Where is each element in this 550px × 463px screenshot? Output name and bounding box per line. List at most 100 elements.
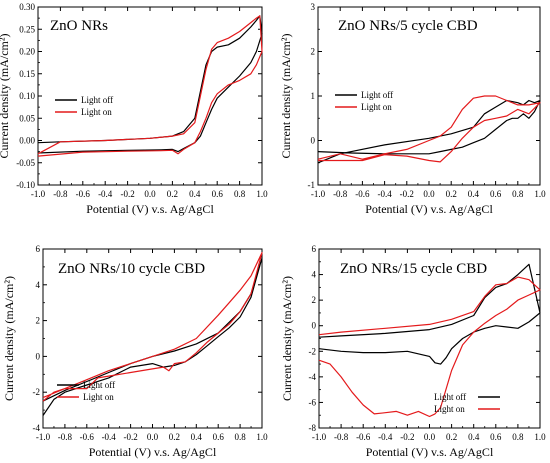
legend-label: Light on bbox=[361, 102, 392, 112]
y-tick-label: -0.05 bbox=[16, 158, 35, 168]
y-tick-label: 2 bbox=[311, 47, 316, 57]
y-tick-label: 0.20 bbox=[19, 47, 35, 57]
chart-title: ZnO NRs/15 cycle CBD bbox=[340, 261, 487, 277]
x-tick-label: 1.0 bbox=[256, 189, 268, 199]
legend-label: Light on bbox=[83, 392, 114, 402]
x-tick-label: -0.6 bbox=[355, 189, 370, 199]
chart-panel-4: -1.0 -0.8 -0.6 -0.4 -0.2 0.0 0.2 0.4 0.6 0.8 1.0 -8… bbox=[280, 244, 546, 459]
y-tick-label: -0.10 bbox=[16, 180, 35, 190]
y-tick-label: 4 bbox=[36, 280, 41, 290]
legend: Light off Light on bbox=[55, 95, 113, 117]
y-axis-label: Current density (mA/cm²) bbox=[280, 276, 294, 401]
x-tick-label: 0.4 bbox=[189, 189, 201, 199]
y-axis-label: Current density (mA/cm²) bbox=[279, 34, 293, 159]
x-tick-label: 0.0 bbox=[424, 432, 436, 442]
series-line-light-on bbox=[37, 15, 263, 157]
y-tick-label: 0.05 bbox=[19, 113, 35, 123]
y-tick-label: 1 bbox=[311, 91, 316, 101]
y-tick-label: 6 bbox=[36, 244, 41, 254]
x-tick-label: 0.2 bbox=[169, 432, 180, 442]
x-tick-label: 0.2 bbox=[446, 432, 457, 442]
legend: Light off Light on bbox=[57, 380, 115, 402]
x-tick-label: -0.2 bbox=[120, 189, 134, 199]
y-tick-label: -2 bbox=[309, 346, 317, 356]
y-tick-label: 4 bbox=[312, 270, 317, 280]
x-tick-label: -0.8 bbox=[333, 189, 348, 199]
x-tick-label: -1.0 bbox=[312, 432, 327, 442]
x-tick-label: -1.0 bbox=[31, 189, 46, 199]
x-tick-label: 0.8 bbox=[234, 189, 246, 199]
chart-title: ZnO NRs bbox=[50, 18, 108, 34]
y-tick-label: 0.25 bbox=[19, 24, 35, 34]
x-tick-label: 0.6 bbox=[490, 432, 502, 442]
x-tick-label: -0.4 bbox=[102, 432, 117, 442]
x-tick-label: -0.6 bbox=[80, 432, 95, 442]
series-line-light-on bbox=[317, 95, 541, 163]
legend-label: Light on bbox=[434, 404, 465, 414]
series-line-light-on bbox=[318, 276, 541, 418]
x-tick-label: -0.4 bbox=[98, 189, 113, 199]
legend: Light off Light on bbox=[335, 90, 393, 112]
x-tick-label: 1.0 bbox=[534, 432, 546, 442]
y-tick-label: -1 bbox=[308, 180, 316, 190]
legend-label: Light on bbox=[81, 107, 112, 117]
legend-label: Light off bbox=[361, 90, 393, 100]
x-tick-label: 0.6 bbox=[212, 189, 224, 199]
x-tick-label: 0.8 bbox=[512, 432, 524, 442]
x-axis-label: Potential (V) v.s. Ag/AgCl bbox=[86, 202, 214, 216]
x-tick-label: 0.2 bbox=[446, 189, 457, 199]
y-tick-label: 0.00 bbox=[19, 136, 35, 146]
y-tick-label: -4 bbox=[309, 372, 317, 382]
x-tick-label: -0.8 bbox=[53, 189, 68, 199]
y-axis-label: Current density (mA/cm²) bbox=[0, 34, 11, 159]
y-tick-label: 0 bbox=[36, 351, 41, 361]
chart-title: ZnO NRs/5 cycle CBD bbox=[338, 18, 478, 34]
legend-label: Light off bbox=[434, 392, 466, 402]
x-axis-label: Potential (V) v.s. Ag/AgCl bbox=[366, 445, 494, 459]
y-tick-label: 6 bbox=[312, 244, 317, 254]
x-tick-label: 0.8 bbox=[512, 189, 524, 199]
series-line-light-off bbox=[37, 15, 263, 154]
chart-panel-3: -1.0 -0.8 -0.6 -0.4 -0.2 0.0 0.2 0.4 0.6 0.8 1.0 -4… bbox=[2, 244, 268, 459]
y-tick-label: -8 bbox=[309, 423, 317, 433]
x-tick-label: -0.2 bbox=[400, 432, 414, 442]
x-tick-label: -0.2 bbox=[123, 432, 137, 442]
y-tick-label: 0 bbox=[312, 321, 317, 331]
series-line-light-on bbox=[42, 252, 263, 402]
chart-panel-1: -1.0 -0.8 -0.6 -0.4 -0.2 0.0 0.2 0.4 0.6 0.8 1.0 -0… bbox=[0, 2, 268, 216]
x-tick-label: -0.4 bbox=[377, 189, 392, 199]
y-tick-label: 0.15 bbox=[19, 69, 35, 79]
y-tick-label: 2 bbox=[312, 295, 317, 305]
x-tick-label: -0.6 bbox=[356, 432, 371, 442]
y-tick-label: -2 bbox=[33, 387, 41, 397]
chart-panel-2: -1.0 -0.8 -0.6 -0.4 -0.2 0.0 0.2 0.4 0.6 0.8 1.0 -1… bbox=[279, 2, 546, 216]
x-tick-label: 0.8 bbox=[234, 432, 246, 442]
series-line-light-off bbox=[318, 263, 541, 365]
x-tick-label: 1.0 bbox=[256, 432, 268, 442]
y-tick-label: 2 bbox=[36, 316, 41, 326]
chart-title: ZnO NRs/10 cycle CBD bbox=[58, 261, 205, 277]
x-tick-label: 0.4 bbox=[468, 189, 480, 199]
x-tick-label: 0.4 bbox=[191, 432, 203, 442]
x-tick-label: -0.8 bbox=[334, 432, 349, 442]
x-tick-label: -1.0 bbox=[311, 189, 326, 199]
x-tick-label: -0.6 bbox=[76, 189, 91, 199]
x-tick-label: 0.6 bbox=[490, 189, 502, 199]
legend: Light off Light on bbox=[434, 392, 500, 414]
series-line-light-off bbox=[317, 99, 541, 164]
y-tick-label: -4 bbox=[33, 423, 41, 433]
x-tick-label: 0.0 bbox=[144, 189, 156, 199]
x-tick-label: 0.2 bbox=[167, 189, 178, 199]
x-tick-label: 0.0 bbox=[423, 189, 435, 199]
legend-label: Light off bbox=[81, 95, 113, 105]
x-tick-label: 0.6 bbox=[213, 432, 225, 442]
y-tick-label: 0.10 bbox=[19, 91, 35, 101]
x-axis-label: Potential (V) v.s. Ag/AgCl bbox=[365, 202, 493, 216]
x-tick-label: -1.0 bbox=[36, 432, 51, 442]
x-tick-label: -0.4 bbox=[378, 432, 393, 442]
x-tick-label: 0.4 bbox=[468, 432, 480, 442]
x-tick-label: -0.8 bbox=[58, 432, 73, 442]
x-tick-label: 1.0 bbox=[534, 189, 546, 199]
y-tick-label: -6 bbox=[309, 397, 317, 407]
y-tick-label: 3 bbox=[311, 2, 316, 12]
